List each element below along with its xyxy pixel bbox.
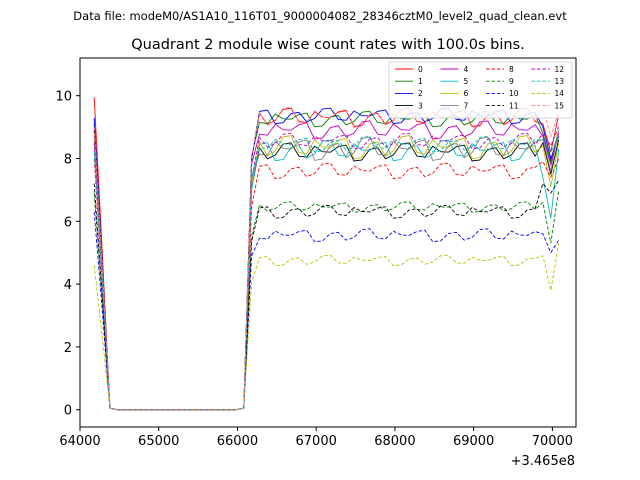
legend-label: 7 — [464, 101, 469, 110]
legend-label: 5 — [464, 77, 469, 86]
x-tick-label: 64000 — [59, 434, 100, 449]
legend-label: 13 — [555, 77, 565, 86]
series-line-2 — [93, 107, 560, 411]
series-line-6 — [93, 134, 560, 411]
series-line-3 — [93, 130, 560, 411]
legend-label: 4 — [464, 65, 469, 74]
legend-label: 1 — [418, 77, 423, 86]
legend-label: 10 — [509, 89, 519, 98]
legend-label: 11 — [509, 101, 519, 110]
series-line-8 — [93, 158, 560, 411]
series-line-7 — [93, 130, 560, 411]
legend-label: 2 — [418, 89, 423, 98]
series-group — [93, 97, 560, 411]
x-tick-label: 69000 — [453, 434, 494, 449]
series-line-12 — [93, 126, 560, 411]
series-line-11 — [93, 180, 560, 411]
series-line-13 — [93, 135, 560, 411]
legend-label: 15 — [555, 101, 565, 110]
series-line-15 — [93, 106, 560, 411]
legend-label: 6 — [464, 89, 469, 98]
series-line-10 — [93, 211, 560, 411]
legend-box — [388, 61, 573, 119]
y-tick-label: 0 — [64, 404, 72, 419]
y-tick-label: 2 — [64, 341, 72, 356]
legend-label: 8 — [509, 65, 514, 74]
y-tick-label: 8 — [64, 152, 72, 167]
data-file-header: Data file: modeM0/AS1A10_116T01_90000040… — [73, 9, 567, 23]
series-line-0 — [93, 97, 560, 411]
chart-title: Quadrant 2 module wise count rates with … — [131, 37, 525, 53]
x-tick-label: 70000 — [532, 434, 573, 449]
legend-label: 12 — [555, 65, 565, 74]
legend-label: 0 — [418, 65, 423, 74]
x-tick-label: 67000 — [296, 434, 337, 449]
x-axis-offset-label: +3.465e8 — [511, 454, 575, 469]
series-line-9 — [93, 189, 560, 411]
legend-label: 9 — [509, 77, 514, 86]
series-line-14 — [93, 243, 560, 411]
series-line-5 — [93, 139, 560, 411]
series-line-4 — [93, 120, 560, 411]
y-tick-label: 4 — [64, 278, 72, 293]
x-tick-label: 65000 — [138, 434, 179, 449]
plot-area: 64000 65000 66000 67000 68000 69000 70000 0 2 4 6 8… — [55, 57, 577, 449]
y-tick-label: 10 — [55, 90, 72, 105]
y-tick-label: 6 — [64, 215, 72, 230]
axes-frame — [79, 57, 577, 428]
legend-label: 3 — [418, 101, 423, 110]
legend-label: 14 — [555, 89, 565, 98]
x-tick-label: 68000 — [374, 434, 415, 449]
x-tick-label: 66000 — [217, 434, 258, 449]
